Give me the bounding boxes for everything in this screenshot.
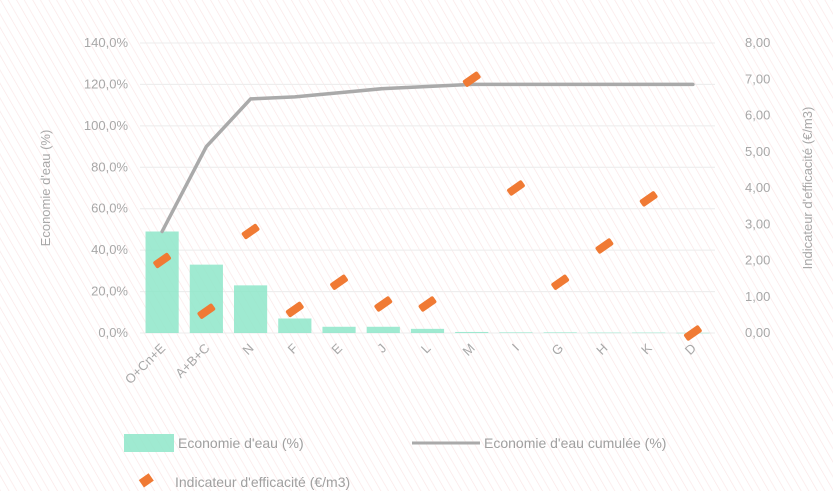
- bar: [499, 332, 533, 333]
- efficiency-marker: [595, 238, 614, 254]
- cumulative-line-series: [160, 82, 695, 234]
- right-tick-label: 6,00: [745, 108, 770, 123]
- left-tick-label: 40,0%: [91, 242, 128, 257]
- left-tick-label: 20,0%: [91, 284, 128, 299]
- efficiency-marker: [374, 296, 393, 312]
- right-tick-label: 8,00: [745, 35, 770, 50]
- bar: [455, 331, 489, 333]
- efficiency-marker: [241, 223, 260, 240]
- legend-swatch-marker: [138, 473, 154, 488]
- bar: [543, 332, 577, 333]
- bar: [366, 326, 400, 333]
- bar: [410, 328, 445, 333]
- efficiency-marker: [507, 180, 525, 196]
- left-axis-ticks: 0,0% 20,0% 40,0% 60,0% 80,0% 100,0% 120,0% 140,…: [84, 35, 129, 340]
- right-tick-label: 7,00: [745, 71, 770, 86]
- left-tick-label: 0,0%: [98, 325, 128, 340]
- efficiency-marker: [285, 301, 304, 318]
- left-tick-label: 80,0%: [91, 159, 128, 174]
- efficiency-marker: [153, 252, 171, 269]
- legend-label-marker: Indicateur d'efficacité (€/m3): [175, 474, 350, 490]
- right-axis-ticks: 0,00 1,00 2,00 3,00 4,00 5,00 6,00 7,00 8,00: [745, 35, 770, 340]
- efficiency-marker-series: [153, 71, 702, 341]
- legend-label-bar: Economie d'eau (%): [178, 435, 304, 451]
- left-axis-title: Economie d'eau (%): [38, 130, 53, 247]
- right-tick-label: 5,00: [745, 144, 770, 159]
- bar: [587, 332, 622, 334]
- cumulative-line: [160, 82, 695, 234]
- efficiency-marker: [551, 274, 570, 290]
- efficiency-marker: [462, 71, 481, 87]
- bar: [145, 231, 179, 333]
- right-tick-label: 2,00: [745, 253, 770, 268]
- bar: [189, 264, 223, 333]
- bar: [278, 318, 312, 333]
- efficiency-marker: [330, 274, 348, 290]
- legend: Economie d'eau (%) Economie d'eau cumulé…: [124, 434, 666, 490]
- efficiency-marker: [418, 296, 437, 312]
- left-tick-label: 120,0%: [84, 76, 129, 91]
- legend-label-line: Economie d'eau cumulée (%): [484, 435, 666, 451]
- right-tick-label: 0,00: [745, 325, 770, 340]
- right-tick-label: 3,00: [745, 216, 770, 231]
- left-tick-label: 60,0%: [91, 201, 128, 216]
- legend-swatch-bar: [124, 434, 174, 452]
- efficiency-marker: [684, 325, 702, 341]
- right-tick-label: 1,00: [745, 289, 770, 304]
- right-axis-title: Indicateur d'efficacité (€/m3): [800, 107, 815, 270]
- right-tick-label: 4,00: [745, 180, 770, 195]
- left-tick-label: 100,0%: [84, 118, 129, 133]
- bar: [632, 332, 666, 334]
- bar: [322, 326, 356, 333]
- efficiency-marker: [197, 303, 216, 319]
- left-tick-label: 140,0%: [84, 35, 129, 50]
- efficiency-marker: [639, 191, 658, 207]
- bar: [233, 285, 268, 333]
